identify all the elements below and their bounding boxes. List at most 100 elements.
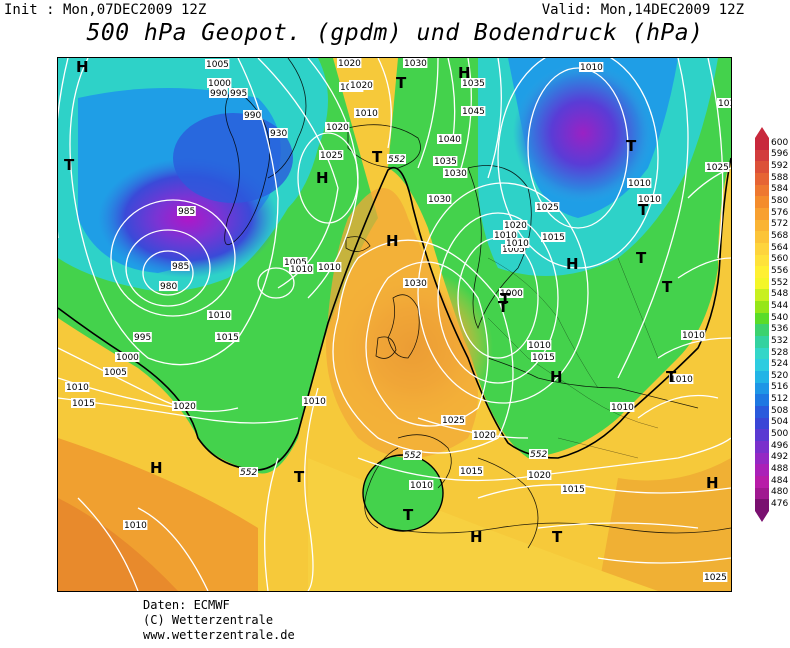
low-pressure-marker: T (552, 528, 563, 546)
colorbar-swatch (755, 196, 769, 209)
geopotential-label-bg (403, 450, 422, 460)
pressure-label: 1030 (404, 59, 427, 69)
pressure-label: 1010 (124, 521, 147, 531)
colorbar-label: 496 (771, 440, 789, 451)
colorbar-swatch (755, 417, 769, 430)
pressure-label-bg (531, 352, 556, 362)
colorbar-swatch (755, 405, 769, 419)
colorbar-label: 476 (771, 498, 789, 509)
pressure-label-bg (610, 402, 635, 412)
south-yellow (308, 458, 658, 591)
colorbar-swatch (755, 371, 769, 384)
credits: Daten: ECMWF (C) Wetterzentrale www.wett… (143, 598, 295, 643)
pressure-label-bg (177, 206, 196, 216)
pressure-label: 1035 (462, 79, 485, 89)
low-pressure-marker: T (626, 137, 637, 155)
pressure-label-bg (427, 194, 452, 204)
low-pressure-marker: T (666, 368, 677, 386)
colorbar-label: 508 (771, 405, 789, 416)
pressure-label-bg (325, 122, 350, 132)
geopotential-label-bg (239, 467, 258, 477)
pressure-label-bg (317, 262, 342, 272)
init-time: Init : Mon,07DEC2009 12Z (4, 2, 207, 18)
colorbar-swatch (755, 464, 769, 477)
geopotential-label-bg (387, 154, 406, 164)
colorbar-swatch (755, 277, 769, 290)
colorbar-swatch (755, 161, 769, 174)
colorbar-label: 516 (771, 382, 789, 393)
pressure-label: 1010 (670, 375, 693, 385)
pressure-label: 1010 (494, 231, 517, 241)
colorbar-swatch (755, 324, 769, 337)
low-pressure-marker: T (638, 201, 649, 219)
pressure-label: 1020 (173, 402, 196, 412)
blue-trough-west (173, 113, 293, 203)
pressure-label-bg (561, 484, 586, 494)
pressure-label: 1010 (318, 263, 341, 273)
colorbar-swatch (755, 452, 769, 465)
pressure-label-bg (354, 108, 379, 118)
colorbar-label: 492 (771, 452, 789, 463)
colorbar-label: 576 (771, 207, 789, 218)
pressure-label-bg (433, 156, 458, 166)
colorbar-label: 520 (771, 370, 789, 381)
high-pressure-marker: H (470, 528, 483, 546)
map-title: 500 hPa Geopot. (gpdm) und Bodendruck (h… (86, 20, 704, 46)
colorbar-bottom-tip (755, 511, 769, 522)
colorbar-label: 584 (771, 184, 789, 195)
pressure-label-bg (229, 88, 248, 98)
pressure-label-bg (207, 310, 232, 320)
pressure-label: 995 (230, 89, 247, 99)
geopotential-labels: 552 552 552 552 (239, 154, 548, 478)
pressure-label: 1005 (206, 60, 229, 70)
low-pressure-marker: T (403, 506, 414, 524)
pressure-label: 1045 (462, 107, 485, 117)
colorbar-swatch (755, 207, 769, 221)
high-pressure-marker: H (76, 58, 89, 76)
pressure-label: 1025 (536, 203, 559, 213)
pressure-label-bg (115, 352, 140, 362)
pressure-label: 1030 (718, 99, 731, 109)
pressure-label-bg (215, 332, 240, 342)
pressure-label: 1015 (216, 333, 239, 343)
pressure-label: 1010 (303, 397, 326, 407)
colorbar-label: 512 (771, 394, 789, 405)
colorbar-label: 540 (771, 312, 789, 323)
pressure-label: 1005 (104, 368, 127, 378)
pressure-label: 1005 (502, 245, 525, 255)
pressure-label-bg (705, 162, 730, 172)
pressure-label-bg (461, 106, 486, 116)
colorbar-swatch (755, 487, 769, 500)
geopotential-label: 552 (388, 155, 405, 165)
colorbar-label: 532 (771, 335, 789, 346)
colorbar-swatch (755, 475, 769, 488)
borders (487, 257, 659, 459)
pressure-label: 1000 (208, 79, 231, 89)
colorbar-swatch (755, 429, 769, 442)
pressure-label-bg (493, 230, 518, 240)
colorbar-label: 600 (771, 137, 789, 148)
colorbar-label: 488 (771, 464, 789, 475)
colorbar-label: 564 (771, 242, 789, 253)
pressure-label: 1030 (428, 195, 451, 205)
valid-time: Valid: Mon,14DEC2009 12Z (541, 2, 744, 18)
colorbar-top-tip (755, 127, 769, 138)
colorbar-swatch (755, 138, 769, 151)
pressure-label: 1015 (72, 399, 95, 409)
pressure-label: 985 (178, 207, 195, 217)
pressure-label: 1020 (473, 431, 496, 441)
high-pressure-marker: H (150, 459, 163, 477)
pressure-label-bg (337, 58, 362, 68)
high-pressure-marker: H (316, 169, 329, 187)
pressure-label-bg (527, 470, 552, 480)
pressure-label-bg (627, 178, 652, 188)
pressure-label: 990 (244, 111, 261, 121)
colorbar-swatch (755, 219, 769, 232)
colorbar-label: 544 (771, 300, 789, 311)
colorbar-swatch (755, 382, 769, 395)
pressure-label: 1010 (66, 383, 89, 393)
low-pressure-marker: T (294, 468, 305, 486)
colorbar-swatch (755, 312, 769, 325)
pressure-label: 1015 (532, 353, 555, 363)
pressure-label-bg (681, 330, 706, 340)
